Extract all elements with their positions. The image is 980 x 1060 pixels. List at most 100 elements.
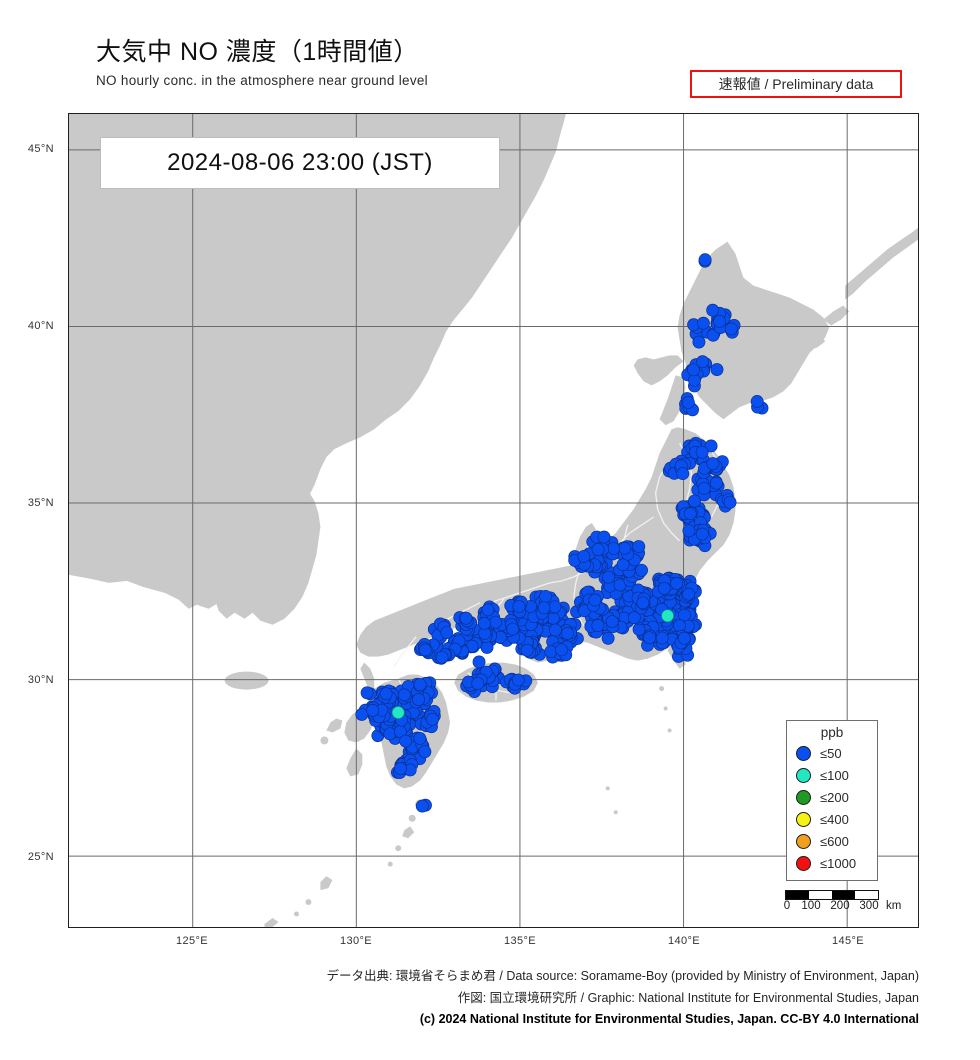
station-marker[interactable] xyxy=(512,600,526,614)
station-marker[interactable] xyxy=(657,581,671,595)
station-marker[interactable] xyxy=(602,570,615,584)
station-marker[interactable] xyxy=(635,563,648,577)
station-marker[interactable] xyxy=(426,712,439,726)
station-marker[interactable] xyxy=(682,587,696,601)
station-marker[interactable] xyxy=(601,631,615,645)
station-marker[interactable] xyxy=(704,439,718,453)
station-marker[interactable] xyxy=(577,549,591,563)
station-marker[interactable] xyxy=(677,631,691,645)
station-marker[interactable] xyxy=(607,542,621,555)
station-marker[interactable] xyxy=(548,623,562,637)
station-marker[interactable] xyxy=(643,631,656,645)
station-marker[interactable] xyxy=(706,303,720,317)
scale-bar-segment-3 xyxy=(832,891,855,899)
station-marker[interactable] xyxy=(415,799,429,813)
station-marker[interactable] xyxy=(379,687,393,701)
station-marker[interactable] xyxy=(686,363,700,377)
legend-swatch-icon xyxy=(796,767,811,783)
station-marker[interactable] xyxy=(695,527,709,541)
station-marker[interactable] xyxy=(418,745,432,759)
legend-item-5: ≤1000 xyxy=(787,852,877,874)
station-marker[interactable] xyxy=(472,655,486,669)
station-marker[interactable] xyxy=(397,688,411,702)
station-marker[interactable] xyxy=(435,650,449,664)
station-marker[interactable] xyxy=(537,601,551,615)
station-marker[interactable] xyxy=(360,686,374,700)
scale-bar: 0 100 200 300 km xyxy=(784,890,925,914)
station-marker[interactable] xyxy=(618,541,632,555)
station-marker[interactable] xyxy=(698,253,712,267)
station-marker[interactable] xyxy=(605,615,619,628)
station-marker[interactable] xyxy=(591,619,605,632)
preliminary-data-badge: 速報値 / Preliminary data xyxy=(690,70,902,98)
station-marker[interactable] xyxy=(695,445,709,459)
station-marker[interactable] xyxy=(459,611,473,625)
station-marker[interactable] xyxy=(655,631,669,645)
station-marker[interactable] xyxy=(724,322,738,336)
station-marker[interactable] xyxy=(511,673,525,687)
x-tick-130e: 130°E xyxy=(339,935,373,947)
station-marker[interactable] xyxy=(673,619,686,633)
footer: データ出典: 環境省そらまめ君 / Data source: Soramame-… xyxy=(0,966,919,1031)
legend-item-label: ≤100 xyxy=(820,767,849,783)
station-marker[interactable] xyxy=(560,626,574,640)
station-marker[interactable] xyxy=(399,734,413,748)
footer-data-source: データ出典: 環境省そらまめ君 / Data source: Soramame-… xyxy=(326,969,919,983)
station-marker-elevated[interactable] xyxy=(391,706,405,719)
legend-swatch-icon xyxy=(796,789,811,805)
legend-swatch-icon xyxy=(796,745,811,761)
station-marker[interactable] xyxy=(682,524,696,538)
station-marker[interactable] xyxy=(710,363,724,377)
station-marker[interactable] xyxy=(709,476,723,490)
station-marker[interactable] xyxy=(383,727,397,741)
station-marker[interactable] xyxy=(683,507,697,521)
station-marker[interactable] xyxy=(520,643,534,657)
station-marker-layer xyxy=(355,253,769,813)
station-marker[interactable] xyxy=(555,643,568,657)
station-marker[interactable] xyxy=(723,495,737,509)
station-marker[interactable] xyxy=(697,481,711,495)
station-marker[interactable] xyxy=(489,615,503,629)
scale-bar-segment-1 xyxy=(786,891,809,899)
station-marker[interactable] xyxy=(548,600,562,614)
map-plot-area[interactable] xyxy=(68,113,919,928)
timestamp-label: 2024-08-06 23:00 (JST) xyxy=(100,137,500,189)
y-tick-30n: 30°N xyxy=(27,674,54,686)
station-marker[interactable] xyxy=(632,540,646,553)
station-marker[interactable] xyxy=(597,530,611,544)
station-marker[interactable] xyxy=(471,676,485,690)
station-marker[interactable] xyxy=(413,732,427,745)
station-marker[interactable] xyxy=(394,762,407,776)
station-marker[interactable] xyxy=(355,707,369,721)
station-marker[interactable] xyxy=(696,355,709,369)
station-marker[interactable] xyxy=(440,626,454,639)
station-marker[interactable] xyxy=(676,467,690,481)
footer-graphic-credit: 作図: 国立環境研究所 / Graphic: National Institut… xyxy=(457,990,919,1005)
station-marker[interactable] xyxy=(636,596,650,610)
station-marker[interactable] xyxy=(539,589,553,603)
station-marker[interactable] xyxy=(418,643,432,657)
station-marker[interactable] xyxy=(412,693,426,706)
station-marker[interactable] xyxy=(477,616,491,630)
station-marker-elevated[interactable] xyxy=(661,609,675,623)
station-marker[interactable] xyxy=(544,645,558,659)
station-marker[interactable] xyxy=(692,335,706,349)
station-marker[interactable] xyxy=(413,678,427,692)
station-marker[interactable] xyxy=(480,640,494,654)
station-marker[interactable] xyxy=(681,396,695,409)
x-tick-145e: 145°E xyxy=(831,935,865,947)
station-marker[interactable] xyxy=(670,576,684,590)
station-marker[interactable] xyxy=(481,603,495,617)
station-marker[interactable] xyxy=(506,622,520,636)
station-marker[interactable] xyxy=(627,611,641,625)
page-title: 大気中 NO 濃度（1時間値） xyxy=(96,38,419,66)
scale-bar-track xyxy=(785,890,879,900)
station-marker[interactable] xyxy=(591,543,605,556)
station-marker[interactable] xyxy=(750,395,764,408)
station-marker[interactable] xyxy=(588,593,602,607)
station-marker[interactable] xyxy=(366,703,380,717)
station-marker[interactable] xyxy=(713,314,727,328)
station-marker[interactable] xyxy=(696,316,710,330)
station-marker[interactable] xyxy=(706,457,720,470)
station-marker[interactable] xyxy=(688,494,701,508)
